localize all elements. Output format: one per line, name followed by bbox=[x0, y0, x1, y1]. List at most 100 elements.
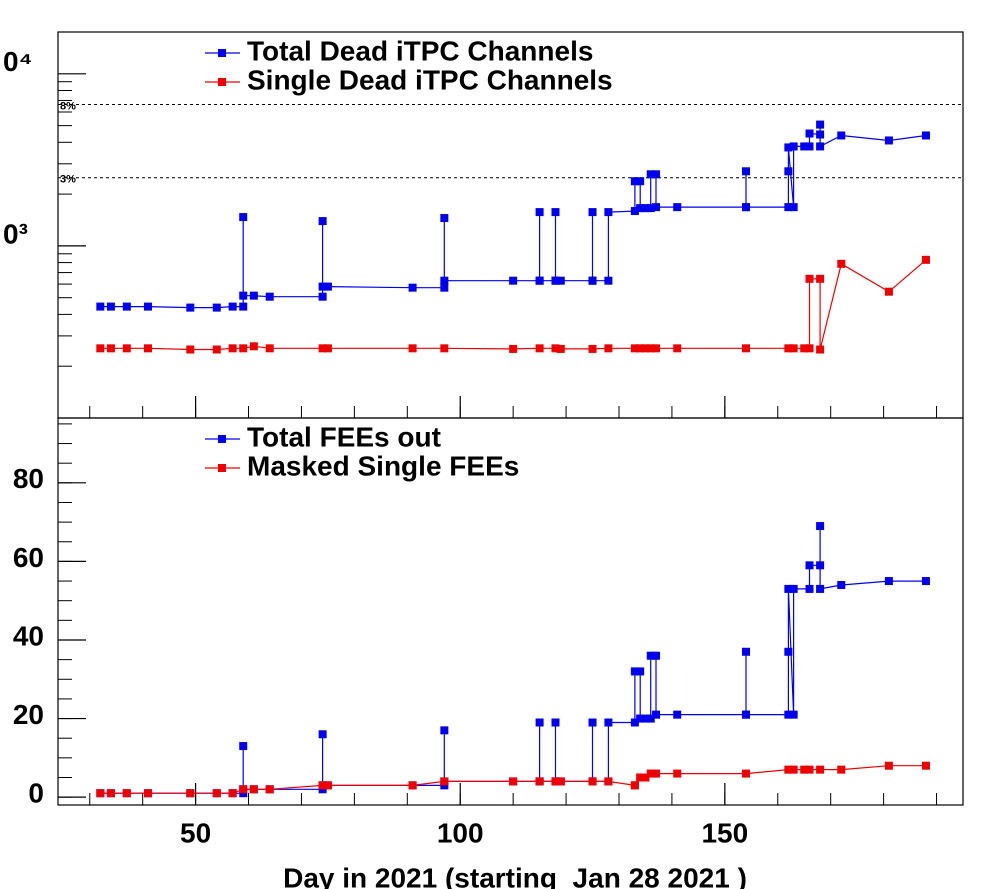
data-point bbox=[588, 344, 597, 353]
legend-label: Total FEEs out bbox=[247, 421, 441, 452]
data-point bbox=[789, 584, 798, 593]
data-point bbox=[805, 274, 814, 283]
data-point bbox=[921, 761, 930, 770]
data-point bbox=[588, 208, 597, 217]
data-point bbox=[636, 667, 645, 676]
data-point bbox=[742, 710, 751, 719]
data-point bbox=[742, 769, 751, 778]
data-point bbox=[440, 276, 449, 285]
data-point bbox=[122, 302, 131, 311]
plot-frame bbox=[57, 417, 964, 806]
data-point bbox=[212, 345, 221, 354]
data-point bbox=[652, 710, 661, 719]
data-point bbox=[784, 344, 793, 353]
data-point bbox=[604, 718, 613, 727]
legend-marker bbox=[218, 464, 226, 472]
data-point bbox=[816, 142, 825, 151]
data-point bbox=[249, 342, 258, 351]
data-point bbox=[588, 276, 597, 285]
legend-label: Single Dead iTPC Channels bbox=[247, 64, 613, 95]
data-point bbox=[186, 789, 195, 798]
data-point bbox=[535, 208, 544, 217]
reference-label: 3% bbox=[60, 174, 76, 186]
data-point bbox=[630, 344, 639, 353]
data-point bbox=[318, 292, 327, 301]
data-point bbox=[652, 203, 661, 212]
data-point bbox=[800, 344, 809, 353]
data-point bbox=[837, 765, 846, 774]
data-point bbox=[604, 344, 613, 353]
data-point bbox=[604, 276, 613, 285]
data-point bbox=[186, 303, 195, 312]
data-point bbox=[228, 344, 237, 353]
data-point bbox=[646, 714, 655, 723]
data-point bbox=[630, 207, 639, 216]
data-point bbox=[551, 344, 560, 353]
data-point bbox=[318, 781, 327, 790]
data-point bbox=[641, 714, 650, 723]
data-point bbox=[630, 781, 639, 790]
data-point bbox=[440, 726, 449, 735]
data-point bbox=[265, 344, 274, 353]
data-point bbox=[630, 667, 639, 676]
data-point bbox=[122, 344, 131, 353]
data-point bbox=[673, 769, 682, 778]
data-point bbox=[535, 718, 544, 727]
data-point bbox=[641, 204, 650, 213]
data-point bbox=[239, 344, 248, 353]
data-point bbox=[646, 651, 655, 660]
data-point bbox=[816, 274, 825, 283]
legend-marker bbox=[218, 435, 226, 443]
reference-label: 8% bbox=[60, 100, 76, 112]
data-point bbox=[816, 130, 825, 139]
data-point bbox=[630, 177, 639, 186]
data-point bbox=[784, 765, 793, 774]
data-point bbox=[742, 344, 751, 353]
data-point bbox=[440, 214, 449, 223]
data-point bbox=[673, 344, 682, 353]
y-tick-label: 0⁴ bbox=[3, 46, 32, 77]
data-point bbox=[318, 217, 327, 226]
data-point bbox=[816, 765, 825, 774]
data-point bbox=[535, 344, 544, 353]
data-point bbox=[646, 344, 655, 353]
data-point bbox=[509, 777, 518, 786]
data-point bbox=[535, 777, 544, 786]
data-point bbox=[96, 789, 105, 798]
data-point bbox=[884, 287, 893, 296]
data-point bbox=[588, 718, 597, 727]
data-point bbox=[646, 769, 655, 778]
x-axis-label: Day in 2021 (starting Jan 28 2021 ) bbox=[283, 862, 747, 889]
legend-label: Total Dead iTPC Channels bbox=[247, 35, 593, 66]
data-point bbox=[440, 283, 449, 292]
data-point bbox=[742, 203, 751, 212]
data-point bbox=[212, 303, 221, 312]
data-point bbox=[440, 344, 449, 353]
x-tick-label: 50 bbox=[180, 817, 211, 848]
data-point bbox=[800, 765, 809, 774]
data-point bbox=[551, 718, 560, 727]
data-point bbox=[646, 170, 655, 179]
data-point bbox=[805, 142, 814, 151]
data-point bbox=[186, 345, 195, 354]
data-point bbox=[509, 344, 518, 353]
data-point bbox=[805, 561, 814, 570]
data-point bbox=[884, 136, 893, 145]
data-point bbox=[318, 282, 327, 291]
data-point bbox=[143, 302, 152, 311]
data-point bbox=[509, 276, 518, 285]
y-tick-label: 80 bbox=[13, 463, 44, 494]
data-point bbox=[884, 577, 893, 586]
data-point bbox=[652, 769, 661, 778]
data-point bbox=[837, 259, 846, 268]
data-point bbox=[816, 522, 825, 531]
data-point bbox=[106, 344, 115, 353]
y-tick-label: 20 bbox=[13, 699, 44, 730]
data-point bbox=[789, 710, 798, 719]
data-point bbox=[789, 203, 798, 212]
y-tick-label: 0³ bbox=[3, 218, 28, 249]
x-tick-label: 150 bbox=[701, 817, 748, 848]
data-point bbox=[784, 710, 793, 719]
x-tick-label: 100 bbox=[437, 817, 484, 848]
data-point bbox=[784, 167, 793, 176]
